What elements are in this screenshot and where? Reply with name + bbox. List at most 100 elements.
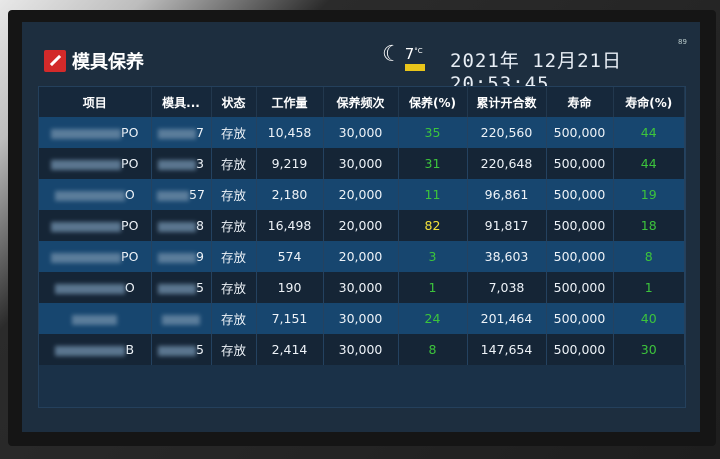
cell-work: 10,458	[256, 117, 324, 148]
cell-freq: 20,000	[323, 210, 399, 241]
life-value: 500,000	[553, 311, 606, 326]
maint-pct-value: 3	[428, 249, 437, 264]
work-value: 16,498	[267, 218, 312, 233]
life-value: 500,000	[553, 187, 606, 202]
maint-pct-value: 24	[424, 311, 441, 326]
cell-item: PO	[39, 210, 152, 241]
table-row[interactable]: PO 7 存放 10,458 30,000 35 220,560 500,000 44	[39, 117, 685, 148]
freq-value: 20,000	[338, 218, 383, 233]
redacted-text	[54, 190, 125, 201]
cell-item: PO	[39, 148, 152, 179]
item-suffix: B	[125, 342, 135, 357]
cell-life: 500,000	[546, 179, 614, 210]
column-header[interactable]: 状态	[211, 87, 257, 117]
cell-count: 220,648	[467, 148, 547, 179]
cell-count: 147,654	[467, 334, 547, 365]
temperature-value: 7	[404, 45, 415, 63]
moon-stars-icon: ☾	[382, 42, 402, 67]
column-header[interactable]: 模具...	[151, 87, 212, 117]
maint-pct-value: 11	[424, 187, 441, 202]
mold-suffix: 3	[196, 156, 204, 171]
column-header[interactable]: 项目	[39, 87, 152, 117]
redacted-text	[158, 128, 197, 139]
cell-count: 91,817	[467, 210, 547, 241]
maintenance-table: 项目 模具... 状态 工作量 保养频次 保养(%) 累计开合数 寿命 寿命(%) PO 7 存放 1…	[39, 87, 685, 365]
table-row[interactable]: PO 9 存放 574 20,000 3 38,603 500,000 8	[39, 241, 685, 272]
column-header[interactable]: 累计开合数	[467, 87, 547, 117]
column-header[interactable]: 保养(%)	[398, 87, 468, 117]
item-suffix: PO	[121, 125, 139, 140]
cell-count: 201,464	[467, 303, 547, 334]
item-suffix: O	[124, 187, 135, 202]
status-text: 存放	[220, 281, 246, 296]
table-row[interactable]: B 5 存放 2,414 30,000 8 147,654 500,000 30	[39, 334, 685, 365]
freq-value: 20,000	[338, 187, 383, 202]
redacted-text	[158, 283, 197, 294]
column-header[interactable]: 寿命	[546, 87, 614, 117]
cell-status: 存放	[211, 179, 257, 210]
cell-work: 16,498	[256, 210, 324, 241]
mold-suffix: 57	[189, 187, 205, 202]
cell-count: 7,038	[467, 272, 547, 303]
count-value: 38,603	[484, 249, 529, 264]
cell-status: 存放	[211, 241, 257, 272]
cell-mold: 8	[151, 210, 212, 241]
cell-item: B	[39, 334, 152, 365]
column-header[interactable]: 工作量	[256, 87, 324, 117]
table-row[interactable]: O 57 存放 2,180 20,000 11 96,861 500,000 19	[39, 179, 685, 210]
cell-freq: 20,000	[323, 179, 399, 210]
life-pct-value: 18	[640, 218, 657, 233]
table-row[interactable]: PO 8 存放 16,498 20,000 82 91,817 500,000 18	[39, 210, 685, 241]
mold-suffix: 8	[196, 218, 204, 233]
count-value: 91,817	[484, 218, 529, 233]
item-suffix: O	[124, 280, 135, 295]
redacted-text	[162, 314, 200, 325]
cell-life-pct: 1	[613, 272, 685, 303]
cell-mold: 3	[151, 148, 212, 179]
cell-work: 2,414	[256, 334, 324, 365]
cell-mold: 7	[151, 117, 212, 148]
cell-item: O	[39, 272, 152, 303]
mold-suffix: 9	[196, 249, 204, 264]
item-suffix: PO	[121, 218, 139, 233]
maint-pct-value: 35	[424, 125, 441, 140]
cell-maint-pct: 35	[398, 117, 468, 148]
table-row[interactable]: 存放 7,151 30,000 24 201,464 500,000 40	[39, 303, 685, 334]
status-text: 存放	[220, 188, 246, 203]
count-value: 201,464	[480, 311, 533, 326]
count-value: 147,654	[480, 342, 533, 357]
status-text: 存放	[220, 126, 246, 141]
cell-life: 500,000	[546, 303, 614, 334]
freq-value: 30,000	[338, 311, 383, 326]
cell-life: 500,000	[546, 117, 614, 148]
item-suffix: PO	[121, 156, 139, 171]
life-value: 500,000	[553, 218, 606, 233]
logo-icon	[44, 50, 66, 72]
life-value: 500,000	[553, 280, 606, 295]
freq-value: 30,000	[338, 342, 383, 357]
mold-suffix: 5	[196, 280, 204, 295]
life-pct-value: 30	[640, 342, 657, 357]
column-header[interactable]: 寿命(%)	[613, 87, 685, 117]
life-value: 500,000	[553, 342, 606, 357]
cell-status: 存放	[211, 148, 257, 179]
redacted-text	[72, 314, 118, 325]
life-value: 500,000	[553, 125, 606, 140]
cell-status: 存放	[211, 303, 257, 334]
cell-freq: 30,000	[323, 334, 399, 365]
status-text: 存放	[220, 219, 246, 234]
redacted-text	[157, 190, 190, 201]
column-header[interactable]: 保养频次	[323, 87, 399, 117]
cell-life: 500,000	[546, 148, 614, 179]
redacted-text	[55, 345, 126, 356]
table-row[interactable]: O 5 存放 190 30,000 1 7,038 500,000 1	[39, 272, 685, 303]
cell-count: 96,861	[467, 179, 547, 210]
weather-widget: ☾ 7°C	[382, 42, 425, 71]
page-title: 模具保养	[44, 48, 144, 74]
table-row[interactable]: PO 3 存放 9,219 30,000 31 220,648 500,000 44	[39, 148, 685, 179]
table-header: 项目 模具... 状态 工作量 保养频次 保养(%) 累计开合数 寿命 寿命(%)	[39, 87, 685, 117]
cell-status: 存放	[211, 334, 257, 365]
count-value: 220,560	[480, 125, 533, 140]
redacted-text	[51, 221, 122, 232]
mold-suffix: 7	[196, 125, 204, 140]
